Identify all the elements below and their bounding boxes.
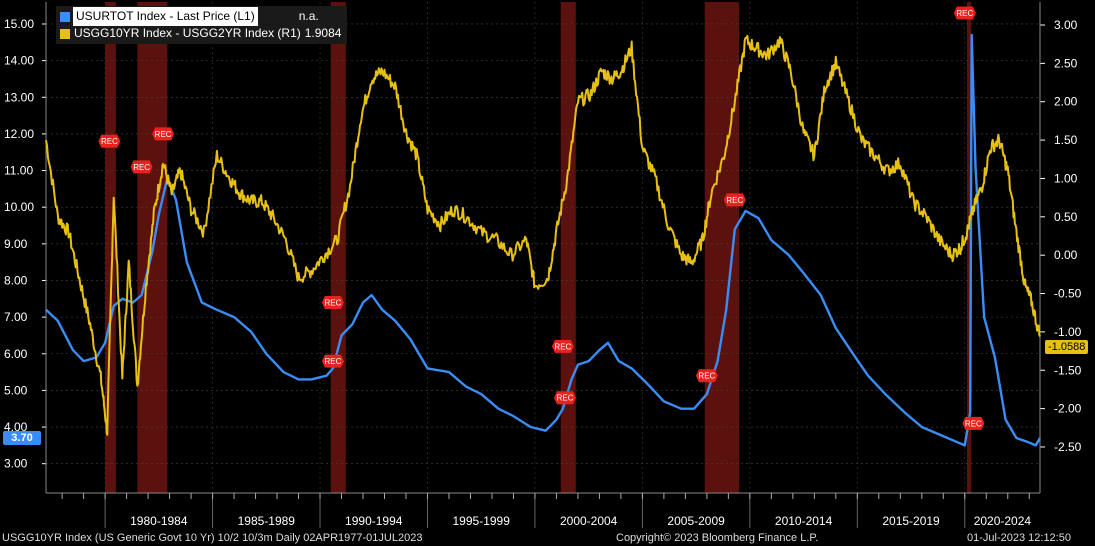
right-tick-label: 2.00 [1054, 95, 1078, 109]
rec-marker-shape [98, 134, 121, 148]
rec-marker-label: REC [324, 357, 341, 366]
right-last-value-tag: -1.0588 [1045, 340, 1089, 354]
rec-marker-label: REC [554, 342, 571, 351]
x-tick-label: 2020-2024 [974, 514, 1032, 528]
left-tick-label: 3.00 [4, 457, 28, 471]
rec-marker-shape [695, 369, 718, 383]
right-tick-label: -1.50 [1054, 363, 1082, 377]
rec-marker-shape [953, 6, 976, 20]
footer-bar: USGG10YR Index (US Generic Govt 10 Yr) 1… [0, 531, 1095, 546]
footer-description: USGG10YR Index (US Generic Govt 10 Yr) 1… [2, 532, 423, 544]
chart-legend: USURTOT Index - Last Price (L1) n.a. USG… [56, 6, 348, 44]
rec-marker-label: REC [726, 196, 743, 205]
right-tick-label: -1.00 [1054, 325, 1082, 339]
rec-marker-shape [321, 354, 344, 368]
series-lines [45, 33, 1042, 447]
rec-marker: REC [321, 354, 344, 368]
left-tick-label: 11.00 [4, 164, 33, 178]
rec-marker-label: REC [698, 372, 715, 381]
series-line-unemployment [45, 33, 1042, 447]
legend-series1-name: USURTOT Index - Last Price (L1) [73, 7, 258, 26]
x-tick-label: 1980-1984 [130, 514, 188, 528]
series-line-yield-spread [45, 34, 1041, 436]
x-tick-label: 1995-1999 [453, 514, 511, 528]
rec-marker: REC [321, 296, 344, 309]
rec-marker: REC [554, 391, 576, 405]
grid-lines [46, 2, 1040, 493]
recession-bands [105, 2, 972, 493]
recession-band [330, 2, 346, 493]
rec-marker: REC [723, 193, 746, 207]
legend-swatch-blue-icon [60, 11, 70, 22]
right-tick-label: -2.50 [1054, 440, 1082, 454]
left-tick-label: 6.00 [4, 347, 28, 361]
left-tick-label: 15.00 [4, 17, 34, 31]
rec-marker: REC [695, 369, 718, 383]
left-tick-label: 14.00 [4, 54, 34, 68]
recession-band [966, 2, 972, 493]
left-tick-label: 9.00 [4, 237, 28, 251]
right-tick-label: 1.00 [1054, 171, 1078, 185]
recession-band [560, 2, 576, 493]
left-tick-label: 12.00 [4, 127, 34, 141]
rec-marker-label: REC [101, 137, 118, 146]
x-tick-label: 1990-1994 [345, 514, 403, 528]
left-last-value-tag: 3.70 [3, 431, 41, 445]
left-tick-label: 10.00 [4, 200, 34, 214]
left-tick-label: 13.00 [4, 90, 34, 104]
rec-marker: REC [130, 160, 153, 174]
legend-series2-name: USGG10YR Index - USGG2YR Index (R1) [74, 26, 301, 40]
recession-band [105, 2, 116, 493]
legend-swatch-yellow-icon [60, 28, 70, 39]
rec-marker-shape [962, 416, 985, 430]
rec-marker: REC [551, 339, 574, 353]
x-tick-label: 2000-2004 [560, 514, 618, 528]
legend-entry-unemployment[interactable]: USURTOT Index - Last Price (L1) n.a. [60, 7, 341, 26]
rec-marker-shape [130, 160, 153, 174]
right-tick-label: -2.00 [1054, 402, 1082, 416]
right-tick-label: 3.00 [1054, 18, 1078, 32]
rec-marker-label: REC [324, 298, 341, 307]
rec-marker-shape [321, 296, 344, 309]
rec-marker-label: REC [133, 163, 150, 172]
rec-marker-label: REC [557, 394, 574, 403]
recession-markers: REC REC REC REC REC REC REC REC REC REC REC [98, 6, 985, 430]
legend-entry-yield-spread[interactable]: USGG10YR Index - USGG2YR Index (R1) 1.90… [60, 25, 341, 42]
rec-marker: REC [953, 6, 976, 20]
x-tick-label: 2015-2019 [882, 514, 940, 528]
left-tick-label: 4.00 [4, 420, 28, 434]
rec-marker-shape [551, 339, 574, 353]
right-tick-label: 0.50 [1054, 210, 1078, 224]
rec-marker-label: REC [155, 130, 172, 139]
x-tick-label: 2010-2014 [775, 514, 833, 528]
right-tick-label: 1.50 [1054, 133, 1078, 147]
axes: 3.00 4.00 5.00 6.00 7.00 8.00 9.00 10.00 11.00 12… [4, 2, 1082, 528]
rec-marker-shape [723, 193, 746, 207]
left-tick-label: 8.00 [4, 273, 28, 287]
legend-series2-value: 1.9084 [304, 26, 342, 40]
rec-marker: REC [962, 416, 985, 430]
rec-marker-shape [152, 127, 175, 141]
rec-marker: REC [152, 127, 175, 141]
right-tick-label: 0.00 [1054, 248, 1078, 262]
footer-copyright: Copyright© 2023 Bloomberg Finance L.P. [616, 532, 819, 544]
x-tick-label: 2005-2009 [667, 514, 725, 528]
footer-timestamp: 01-Jul-2023 12:12:50 [967, 532, 1071, 544]
rec-marker: REC [98, 134, 121, 148]
left-tick-label: 7.00 [4, 310, 28, 324]
rec-marker-shape [554, 391, 576, 405]
rec-marker-label: REC [965, 419, 982, 428]
right-tick-label: -0.50 [1054, 287, 1082, 301]
x-tick-label: 1985-1989 [238, 514, 296, 528]
legend-series1-value: n.a. [298, 9, 319, 23]
rec-marker-label: REC [956, 9, 973, 18]
right-tick-label: 2.50 [1054, 56, 1078, 70]
left-tick-label: 5.00 [4, 383, 28, 397]
